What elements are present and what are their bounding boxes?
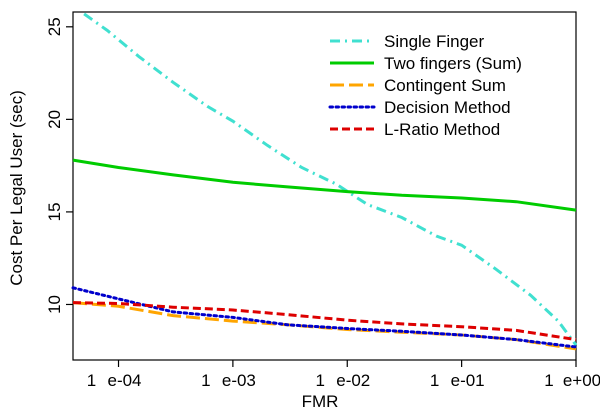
legend-label: L-Ratio Method bbox=[384, 120, 500, 139]
x-tick-label-exponent: e-01 bbox=[451, 371, 485, 390]
series-line-4 bbox=[71, 286, 578, 349]
x-tick-label-mantissa: 1 bbox=[87, 371, 96, 390]
x-tick-label-mantissa: 1 bbox=[544, 371, 553, 390]
y-axis-label: Cost Per Legal User (sec) bbox=[7, 90, 26, 286]
series-line-1 bbox=[83, 12, 578, 347]
legend-label: Two fingers (Sum) bbox=[384, 54, 522, 73]
x-tick-label-exponent: e+00 bbox=[563, 371, 600, 390]
series-layer bbox=[71, 12, 578, 351]
y-tick-label: 15 bbox=[45, 202, 64, 221]
legend: Single Finger Two fingers (Sum) Contingent… bbox=[328, 32, 522, 139]
y-tick-label: 10 bbox=[45, 295, 64, 314]
y-tick-label: 25 bbox=[45, 17, 64, 36]
y-axis: 10 15 20 25 bbox=[45, 17, 73, 314]
x-tick-label-exponent: e-02 bbox=[336, 371, 370, 390]
x-tick-label-mantissa: 1 bbox=[430, 371, 439, 390]
legend-label: Single Finger bbox=[384, 32, 485, 51]
series-line-2 bbox=[72, 158, 577, 212]
legend-label: Decision Method bbox=[384, 98, 511, 117]
x-tick-label-mantissa: 1 bbox=[316, 371, 325, 390]
x-axis-label: FMR bbox=[302, 392, 339, 411]
x-tick-label-exponent: e-03 bbox=[222, 371, 256, 390]
plot-frame bbox=[72, 11, 577, 361]
series-line-5 bbox=[72, 301, 577, 342]
legend-label: Contingent Sum bbox=[384, 76, 506, 95]
x-axis: 1 e-04 1 e-03 1 e-02 1 e-01 1 e+00 bbox=[87, 360, 600, 390]
y-tick-label: 20 bbox=[45, 110, 64, 129]
x-tick-label-exponent: e-04 bbox=[107, 371, 141, 390]
x-tick-label-mantissa: 1 bbox=[201, 371, 210, 390]
